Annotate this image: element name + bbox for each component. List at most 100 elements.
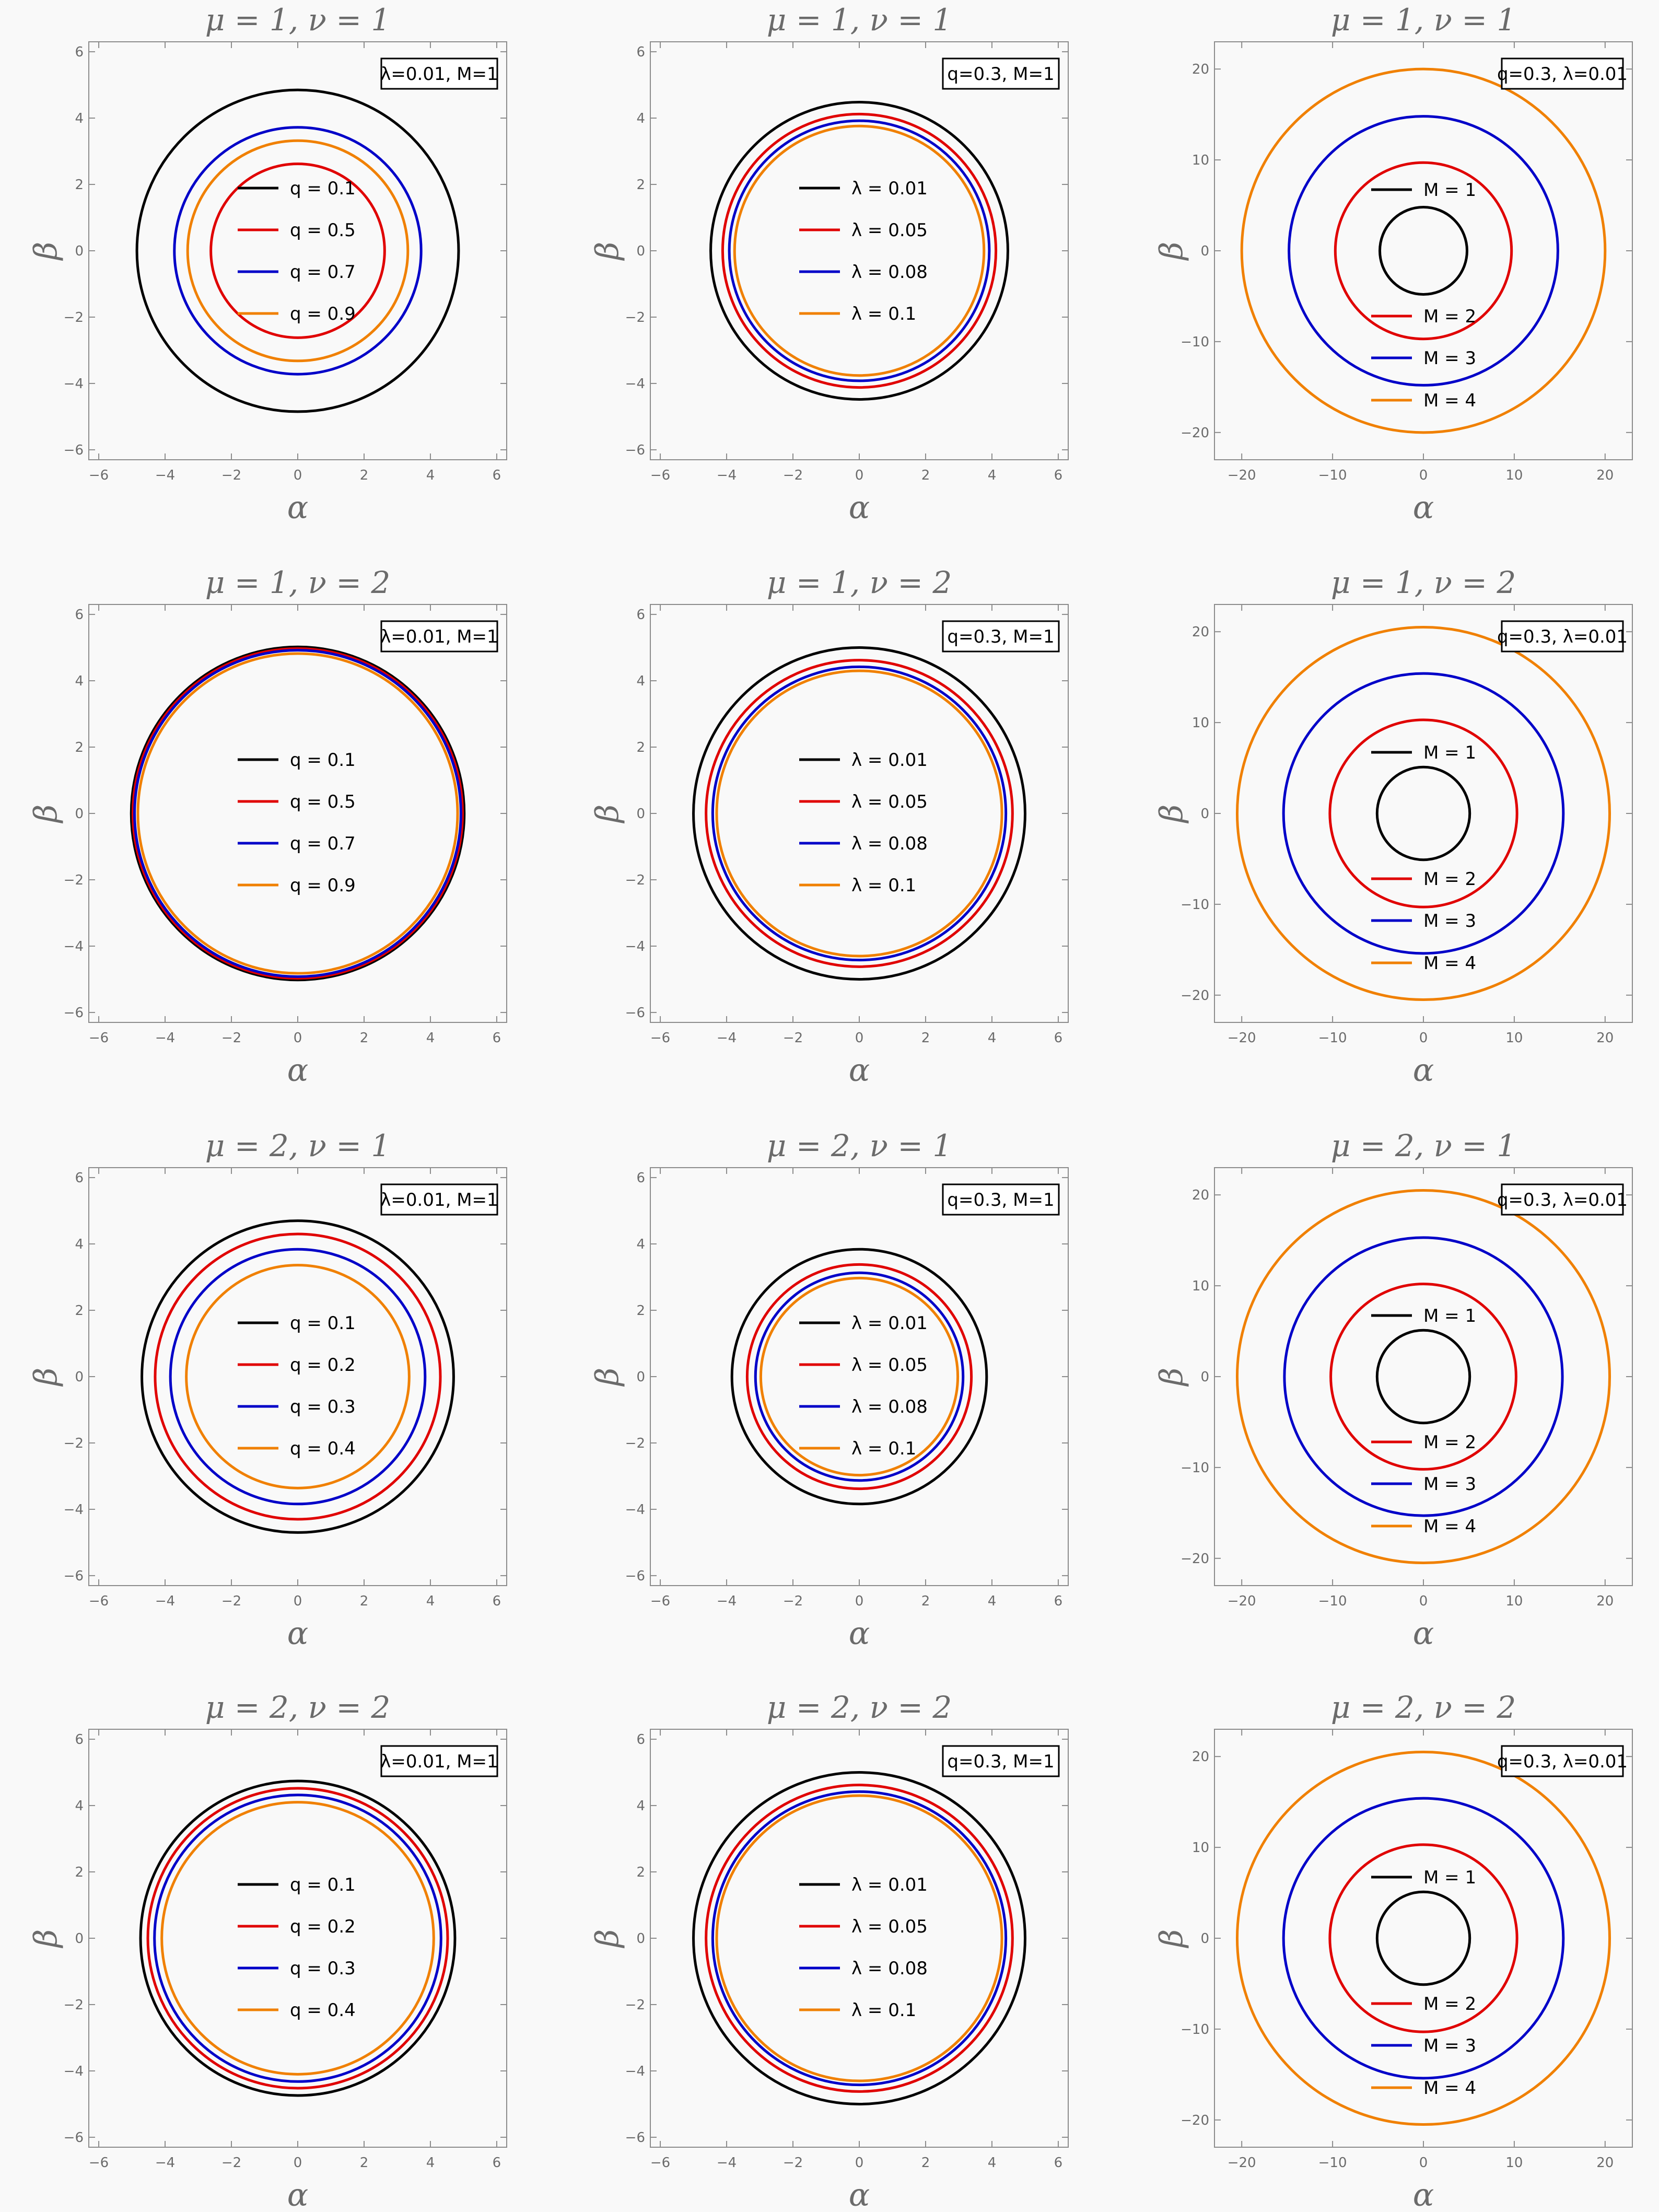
y-tick-label: 0 <box>75 806 84 822</box>
y-tick-label: −6 <box>64 1568 84 1584</box>
y-tick-label: 20 <box>1192 1188 1209 1203</box>
params-box <box>942 1183 1060 1216</box>
y-tick-label: 6 <box>636 44 645 60</box>
x-tick-label: 0 <box>294 1593 302 1609</box>
plot-frame <box>88 41 507 460</box>
x-tick-label: 4 <box>988 1030 997 1046</box>
chart-title: μ = 2, ν = 1 <box>205 1128 391 1163</box>
y-tick-label: −4 <box>64 1502 84 1518</box>
x-tick-label: 2 <box>360 2155 369 2171</box>
x-tick-label: 10 <box>1505 1030 1523 1046</box>
series-curve-3 <box>711 1790 1008 2087</box>
legend-label-2: λ = 0.05 <box>851 220 928 241</box>
y-axis-label: β <box>28 1368 64 1387</box>
series-curve-2 <box>1329 1283 1517 1471</box>
legend-label-1: M = 1 <box>1423 1306 1476 1326</box>
x-tick-label: 20 <box>1596 468 1614 483</box>
y-tick-label: −2 <box>625 310 645 325</box>
x-axis-label: α <box>849 490 870 526</box>
series-curve-4 <box>715 1794 1003 2082</box>
chart-panel-12: μ = 2, ν = 2 −20 −20 −10 −10 0 0 10 10 20 20 α β q=0.… <box>1153 1690 1633 2212</box>
x-tick-label: −10 <box>1318 1593 1347 1609</box>
legend-label-3: λ = 0.08 <box>851 262 928 283</box>
y-tick-label: 4 <box>75 1237 84 1252</box>
chart-panel-2: μ = 1, ν = 1 −6 −6 −4 −4 −2 −2 0 0 2 2 4 4 6 6 α β q=0.3,… <box>589 2 1069 526</box>
x-tick-label: −2 <box>783 1030 803 1046</box>
x-tick-label: −20 <box>1228 1030 1256 1046</box>
x-tick-label: −10 <box>1318 468 1347 483</box>
x-tick-label: 4 <box>426 1030 435 1046</box>
legend-label-2: q = 0.2 <box>290 1355 356 1376</box>
series-curve-1 <box>709 101 1009 401</box>
y-tick-label: −4 <box>64 939 84 954</box>
x-tick-label: −6 <box>89 468 109 483</box>
x-axis-label: α <box>1413 490 1434 526</box>
legend-label-1: q = 0.1 <box>290 750 356 771</box>
legend-label-4: M = 4 <box>1423 2078 1476 2099</box>
chart-panel-9: μ = 2, ν = 1 −20 −20 −10 −10 0 0 10 10 20 20 α β q=0.… <box>1153 1128 1633 1652</box>
x-tick-label: 10 <box>1505 2155 1523 2171</box>
y-tick-label: −10 <box>1181 897 1209 913</box>
legend-label-4: M = 4 <box>1423 953 1476 974</box>
x-tick-label: 2 <box>921 1593 930 1609</box>
x-tick-label: 2 <box>360 1593 369 1609</box>
legend-label-2: q = 0.5 <box>290 791 356 812</box>
params-box-text: q=0.3, λ=0.01 <box>1497 626 1628 647</box>
legend-label-4: q = 0.4 <box>290 2000 356 2021</box>
legend-label-1: M = 1 <box>1423 1867 1476 1888</box>
y-tick-label: −10 <box>1181 334 1209 350</box>
y-tick-label: 6 <box>75 1170 84 1186</box>
params-box <box>942 620 1060 653</box>
legend-label-1: q = 0.1 <box>290 178 356 199</box>
y-tick-label: 0 <box>1200 243 1209 259</box>
y-tick-label: −6 <box>625 2130 645 2146</box>
y-tick-label: −6 <box>625 1005 645 1021</box>
series-curve-4 <box>1235 1750 1611 2126</box>
params-box-text: λ=0.01, M=1 <box>380 1190 498 1210</box>
legend-label-1: q = 0.1 <box>290 1313 356 1334</box>
x-tick-label: −6 <box>89 1030 109 1046</box>
chart-title: μ = 1, ν = 2 <box>1331 565 1516 600</box>
series-curve-4 <box>186 139 410 363</box>
plot-frame <box>650 1167 1069 1586</box>
x-tick-label: −6 <box>650 1030 670 1046</box>
params-box <box>942 57 1060 90</box>
series-curve-1 <box>141 1219 455 1534</box>
plot-frame <box>88 604 507 1023</box>
series-curve-4 <box>185 1264 411 1489</box>
series-curve-3 <box>153 1794 442 2083</box>
chart-title: μ = 1, ν = 2 <box>767 565 952 600</box>
legend-label-2: M = 2 <box>1423 306 1476 327</box>
x-tick-label: 6 <box>493 468 501 483</box>
x-tick-label: 4 <box>426 2155 435 2171</box>
series-curve-1 <box>1375 765 1471 861</box>
y-tick-label: 0 <box>75 243 84 259</box>
x-tick-label: 6 <box>493 1030 501 1046</box>
legend-label-1: λ = 0.01 <box>851 1875 928 1895</box>
params-box-text: q=0.3, λ=0.01 <box>1497 1751 1628 1772</box>
y-tick-label: 20 <box>1192 1749 1209 1765</box>
x-tick-label: 4 <box>988 2155 997 2171</box>
series-curve-1 <box>135 88 460 413</box>
y-tick-label: −10 <box>1181 1460 1209 1476</box>
series-curve-3 <box>169 1248 427 1506</box>
x-tick-label: −20 <box>1228 1593 1256 1609</box>
y-tick-label: −2 <box>625 872 645 888</box>
params-box-text: q=0.3, M=1 <box>947 626 1054 647</box>
series-curve-1 <box>692 646 1026 981</box>
plot-frame <box>1214 41 1633 460</box>
params-box <box>1501 57 1624 90</box>
chart-title: μ = 2, ν = 1 <box>1331 1128 1516 1163</box>
y-tick-label: −2 <box>64 1997 84 2013</box>
chart-title: μ = 1, ν = 2 <box>205 565 391 600</box>
y-axis-label: β <box>589 1368 626 1387</box>
y-axis-label: β <box>589 805 626 824</box>
x-tick-label: −4 <box>717 1030 737 1046</box>
legend-label-4: λ = 0.1 <box>851 875 916 896</box>
x-axis-label: α <box>849 1615 870 1652</box>
y-tick-label: −2 <box>625 1436 645 1451</box>
y-tick-label: 2 <box>75 177 84 193</box>
x-tick-label: −2 <box>783 468 803 483</box>
legend-label-3: M = 3 <box>1423 1474 1476 1495</box>
x-tick-label: −4 <box>155 1593 175 1609</box>
